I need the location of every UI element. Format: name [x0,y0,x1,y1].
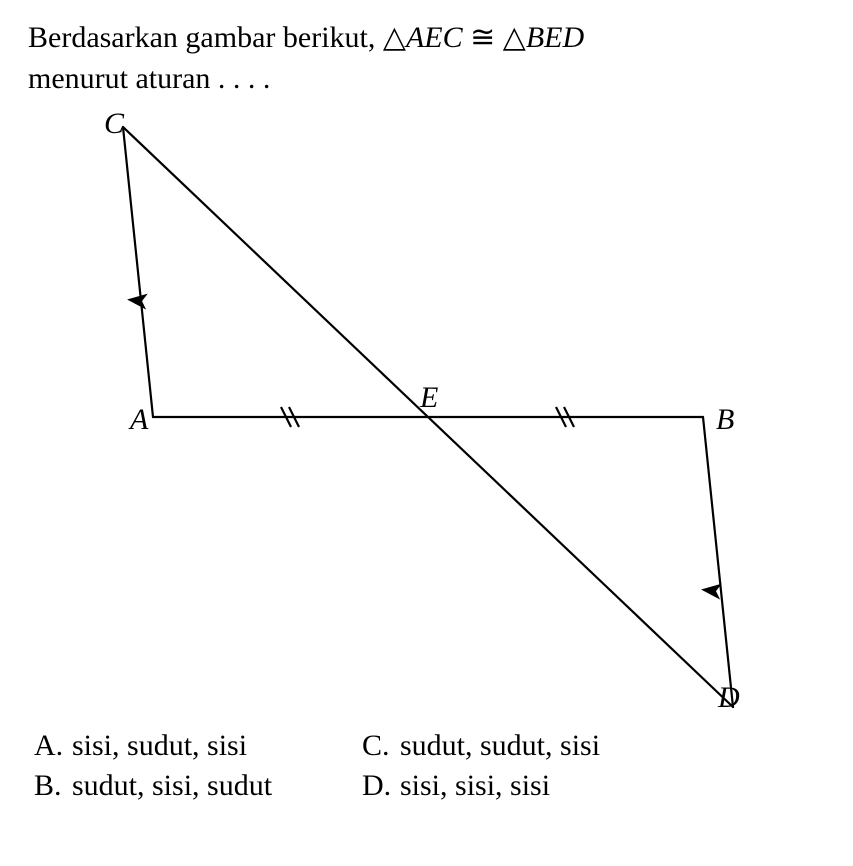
options: A. sisi, sudut, sisi C. sudut, sudut, si… [34,729,825,803]
tri-sym-2: △ [503,21,526,54]
svg-text:C: C [104,107,125,140]
option-B-text: sudut, sisi, sudut [72,769,362,803]
diagram: C A E B D [38,107,808,717]
q-tri1: AEC [406,21,463,54]
diagram-svg: C A E B D [38,107,808,717]
q-tri2: BED [526,21,584,54]
q-prefix: Berdasarkan gambar berikut, [28,21,383,54]
option-C-text: sudut, sudut, sisi [400,729,690,763]
question-text: Berdasarkan gambar berikut, △AEC ≅ △BED … [28,18,825,99]
option-A-text: sisi, sudut, sisi [72,729,362,763]
svg-text:E: E [419,381,438,414]
q-congr: ≅ [463,21,503,54]
svg-text:D: D [717,681,740,714]
option-B-letter: B. [34,769,72,803]
svg-text:B: B [716,403,734,436]
option-D-text: sisi, sisi, sisi [400,769,690,803]
svg-text:A: A [128,403,149,436]
tri-sym-1: △ [383,21,406,54]
q-line2: menurut aturan . . . . [28,62,270,95]
option-C-letter: C. [362,729,400,763]
option-A-letter: A. [34,729,72,763]
option-D-letter: D. [362,769,400,803]
